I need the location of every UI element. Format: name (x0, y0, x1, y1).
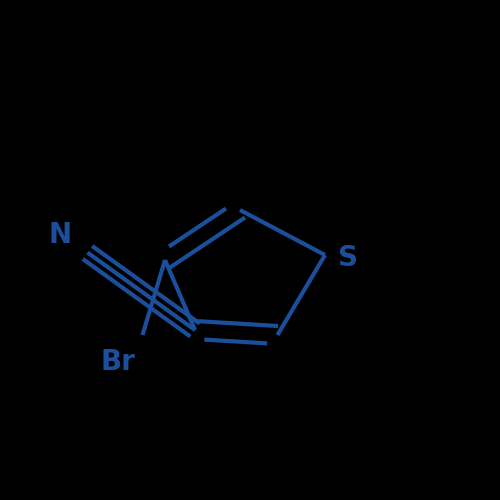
Text: N: N (48, 221, 72, 249)
Text: Br: Br (100, 348, 135, 376)
Text: S: S (338, 244, 357, 272)
